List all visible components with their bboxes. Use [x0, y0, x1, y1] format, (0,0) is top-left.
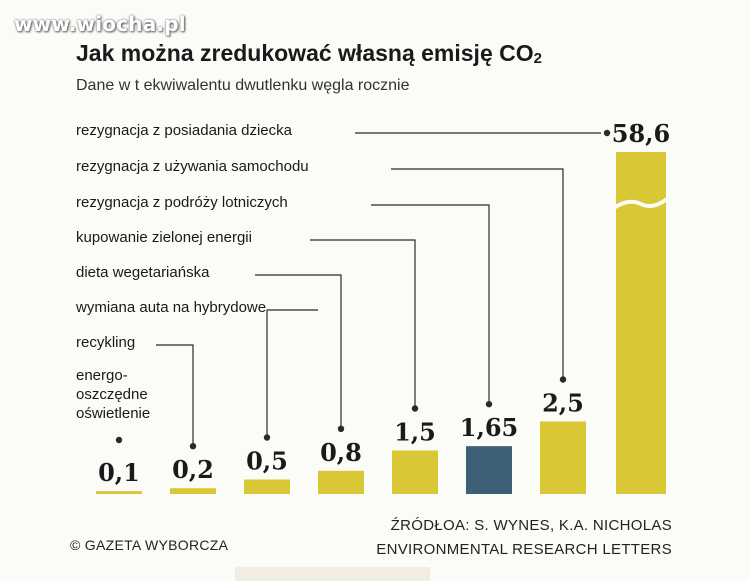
chart-title-text: Jak można zredukować własną emisję CO — [76, 40, 534, 66]
leader-line-3 — [255, 274, 342, 429]
value-labels: 0,1 0,2 0,5 0,8 1,5 1,65 2,5 58,6 — [98, 119, 670, 487]
source-line-2: ENVIRONMENTAL RESEARCH LETTERS — [376, 541, 672, 558]
bar-3 — [318, 470, 364, 494]
category-label-recycling: recykling — [76, 334, 136, 351]
category-label-flights: rezygnacja z podróży lotniczych — [76, 194, 288, 211]
bar-4 — [392, 450, 438, 494]
leader-lines — [115, 129, 611, 450]
axis-break — [612, 196, 670, 210]
chart-title-subscript: 2 — [533, 50, 542, 67]
leader-line-4 — [310, 239, 416, 409]
source: ŹRÓDŁOA: S. WYNES, K.A. NICHOLAS ENVIRON… — [376, 514, 672, 562]
leader-line-2 — [266, 309, 318, 438]
value-label-0: 0,1 — [98, 458, 140, 487]
watermark: www.wiocha.pl — [14, 12, 186, 36]
bar-5 — [466, 446, 512, 494]
value-label-5: 1,65 — [460, 413, 518, 442]
category-label-lighting-line1: energo- — [76, 367, 128, 384]
value-label-3: 0,8 — [320, 438, 362, 467]
leader-dot-7 — [603, 129, 611, 137]
chart-title: Jak można zredukować własną emisję CO2 — [76, 40, 542, 67]
chart-subtitle: Dane w t ekwiwalentu dwutlenku węgla roc… — [76, 77, 410, 94]
bar-6 — [540, 421, 586, 494]
value-label-1: 0,2 — [172, 455, 214, 484]
leader-dot-0 — [115, 436, 123, 444]
leader-line-6 — [391, 168, 564, 380]
category-label-car: rezygnacja z używania samochodu — [76, 158, 309, 175]
category-label-vegetarian: dieta wegetariańska — [76, 264, 210, 281]
category-label-hybrid: wymiana auta na hybrydowe — [76, 299, 267, 316]
category-label-green-energy: kupowanie zielonej energii — [76, 229, 252, 246]
bar-1 — [170, 488, 216, 494]
bar-2 — [244, 479, 290, 494]
value-label-7: 58,6 — [612, 119, 670, 148]
value-label-2: 0,5 — [246, 447, 288, 476]
copyright: © GAZETA WYBORCZA — [70, 537, 229, 553]
category-label-child: rezygnacja z posiadania dziecka — [76, 122, 292, 139]
value-label-4: 1,5 — [394, 418, 436, 447]
bars — [96, 152, 670, 494]
category-label-lighting: energo- oszczędne oświetlenie — [76, 366, 150, 423]
leader-line-5 — [371, 204, 490, 405]
value-label-6: 2,5 — [542, 389, 584, 418]
bar-0 — [96, 491, 142, 494]
category-label-lighting-line3: oświetlenie — [76, 405, 151, 422]
source-line-1: ŹRÓDŁOA: S. WYNES, K.A. NICHOLAS — [390, 517, 672, 534]
bar-7 — [616, 152, 666, 494]
category-label-lighting-line2: oszczędne — [76, 386, 148, 403]
bottom-strip — [235, 567, 430, 581]
leader-line-1 — [156, 344, 194, 447]
